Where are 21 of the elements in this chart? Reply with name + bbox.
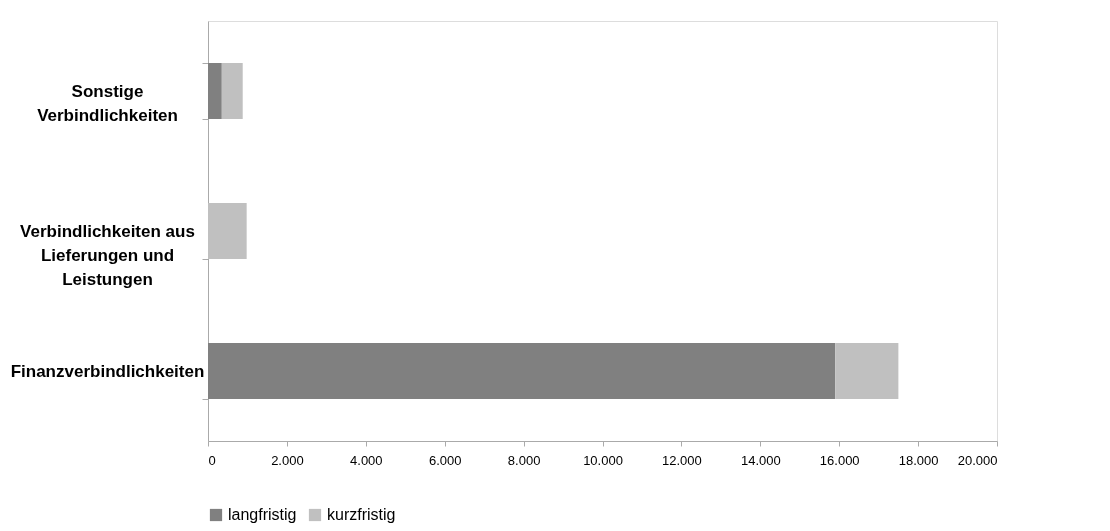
x-tick-label: 16.000 — [819, 452, 860, 468]
bar — [208, 63, 222, 119]
x-tick-label: 6.000 — [428, 452, 462, 468]
bar — [208, 203, 247, 259]
x-tick-label: 2.000 — [271, 452, 304, 468]
y-tick-label: Verbindlichkeiten aus Lieferungen und Leistungen — [20, 221, 195, 289]
y-tick-label: Finanzverbindlichkeiten — [10, 361, 205, 381]
x-tick-label: 10.000 — [583, 452, 623, 468]
bar — [208, 343, 836, 399]
x-tick-label: 0 — [208, 452, 216, 468]
legend-label: kurzfristig — [327, 506, 396, 523]
y-tick-label: Sonstige Verbindlichkeiten — [37, 81, 178, 125]
legend-label: langfristig — [228, 506, 297, 523]
x-tick-label: 4.000 — [350, 452, 383, 468]
x-tick-label: 14.000 — [740, 452, 781, 468]
bar — [221, 63, 243, 119]
bar — [835, 343, 899, 399]
x-tick-label: 20.000 — [957, 452, 998, 468]
x-tick-label: 12.000 — [662, 452, 702, 468]
x-tick-label: 8.000 — [507, 452, 541, 468]
x-tick-label: 18.000 — [898, 452, 939, 468]
